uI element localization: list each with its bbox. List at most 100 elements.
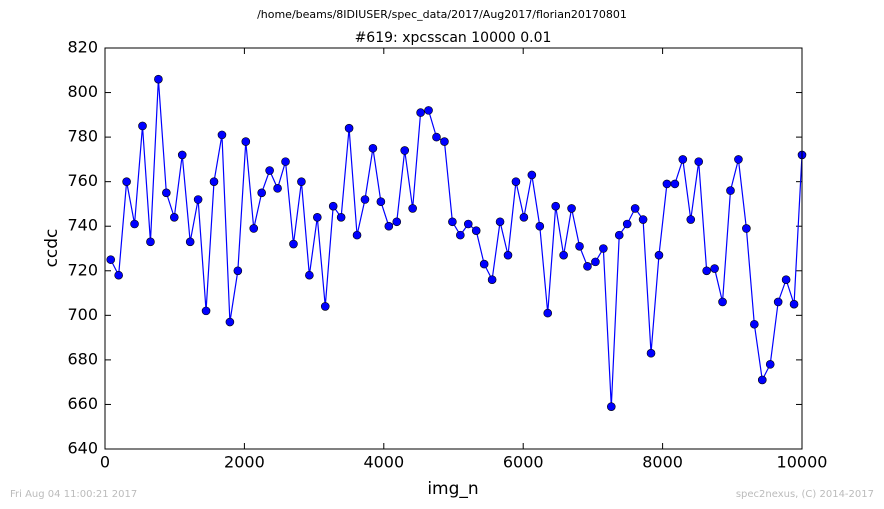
data-point — [416, 108, 425, 117]
plot-frame — [104, 47, 803, 450]
data-point — [726, 186, 735, 195]
y-tick-label: 700 — [67, 305, 98, 324]
data-point — [281, 157, 290, 166]
data-point — [154, 74, 163, 84]
y-tick-label: 640 — [67, 439, 98, 458]
data-point — [273, 184, 282, 193]
data-point — [781, 275, 791, 284]
data-point — [678, 155, 688, 164]
data-point — [201, 306, 211, 316]
data-point — [376, 197, 386, 207]
y-tick-label: 740 — [67, 216, 98, 235]
data-point — [225, 317, 235, 327]
data-point — [336, 213, 346, 222]
data-point — [456, 230, 465, 240]
data-point — [146, 237, 155, 247]
y-tick-label: 760 — [67, 171, 98, 190]
y-tick-label: 680 — [67, 349, 98, 368]
data-point — [249, 224, 259, 233]
data-point — [352, 230, 362, 240]
data-point — [527, 170, 537, 180]
data-point — [265, 166, 274, 175]
data-point — [599, 244, 608, 253]
data-point — [519, 213, 529, 222]
data-point — [360, 195, 370, 204]
data-point — [257, 188, 266, 198]
x-axis-label: img_n — [427, 479, 478, 499]
x-tick-label: 0 — [100, 453, 110, 472]
data-point — [718, 297, 727, 307]
y-tick-label: 660 — [67, 394, 98, 413]
data-point — [511, 177, 521, 186]
y-tick-label: 720 — [67, 260, 98, 279]
data-point — [320, 302, 330, 311]
y-tick-label: 800 — [67, 82, 98, 101]
data-point — [424, 106, 433, 115]
data-point — [646, 348, 656, 358]
data-point — [344, 123, 354, 133]
data-point — [654, 250, 664, 260]
data-point — [535, 221, 545, 231]
data-point — [575, 241, 584, 251]
data-point — [559, 250, 568, 260]
data-point — [622, 219, 632, 229]
y-axis-label: ccdc — [42, 229, 62, 268]
data-point — [591, 257, 600, 267]
data-point — [630, 204, 640, 213]
y-tick-label: 780 — [67, 127, 98, 146]
data-point — [638, 215, 648, 224]
data-point — [551, 201, 560, 211]
data-point — [114, 270, 123, 280]
data-point — [702, 266, 711, 276]
x-tick-label: 10000 — [777, 453, 828, 472]
data-point — [567, 204, 576, 213]
data-point — [400, 146, 410, 155]
data-point — [177, 150, 187, 160]
data-point — [503, 250, 513, 260]
data-point — [607, 402, 616, 411]
data-point — [193, 195, 203, 204]
data-point — [289, 239, 298, 249]
data-point — [750, 319, 759, 329]
suptitle: /home/beams/8IDIUSER/spec_data/2017/Aug2… — [257, 8, 627, 21]
data-point — [487, 275, 497, 284]
data-point — [130, 219, 139, 229]
footer-right: spec2nexus, (C) 2014-2017 — [736, 489, 874, 500]
data-point — [408, 204, 417, 213]
data-point — [106, 255, 116, 264]
data-point — [162, 188, 171, 198]
data-point — [789, 299, 799, 309]
data-point — [440, 137, 449, 146]
data-point — [169, 213, 179, 222]
data-point — [757, 375, 767, 385]
data-point — [614, 230, 624, 240]
x-tick-label: 8000 — [642, 453, 683, 472]
data-point — [185, 237, 195, 247]
data-point — [662, 179, 672, 189]
data-point — [710, 264, 719, 273]
data-point — [686, 215, 696, 224]
data-point — [742, 224, 751, 233]
x-tick-label: 2000 — [224, 453, 265, 472]
data-point — [384, 221, 394, 231]
data-point — [241, 137, 251, 146]
data-point — [209, 177, 219, 186]
data-point — [122, 177, 131, 186]
footer-left: Fri Aug 04 11:00:21 2017 — [10, 489, 137, 500]
data-point — [495, 217, 505, 227]
data-point — [305, 270, 314, 280]
data-point — [432, 132, 441, 142]
chart-title: #619: xpcsscan 10000 0.01 — [355, 30, 552, 46]
data-point — [217, 130, 227, 140]
data-point — [765, 360, 775, 369]
data-point — [297, 177, 306, 186]
data-point — [138, 121, 147, 131]
data-point — [463, 219, 473, 229]
data-point — [734, 155, 743, 164]
data-point — [479, 259, 489, 269]
data-point — [471, 226, 481, 235]
data-point — [233, 266, 243, 276]
data-point — [583, 262, 592, 271]
y-tick-label: 820 — [67, 38, 98, 57]
data-point — [368, 143, 378, 153]
